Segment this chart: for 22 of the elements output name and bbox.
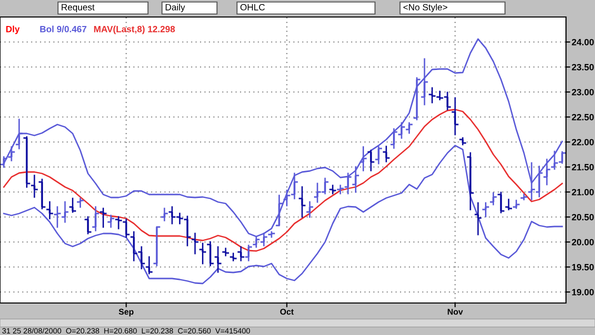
y-tick-label: 19.50 [572,264,594,270]
y-tick-label: 21.00 [572,188,594,196]
text: Bol 9/0.467 [40,26,86,32]
y-tick-label: 20.50 [572,214,594,220]
y-tick-label: 20.00 [572,238,594,246]
x-tick-label: Nov [448,308,463,315]
text: Dly [6,26,20,34]
y-tick-label: 23.00 [572,88,594,96]
x-tick-label: Sep [118,308,134,316]
y-tick-label: 22.50 [572,114,594,120]
y-tick-label: 21.50 [572,164,594,170]
x-tick-label: Oct [280,308,294,315]
y-tick-label: 19.00 [572,288,594,296]
text: Request [62,4,95,12]
text: Daily [166,4,186,12]
y-tick-label: 24.00 [572,38,594,46]
text: MAV(Last,8) 12.298 [94,26,175,34]
y-tick-label: 22.00 [572,138,594,146]
text: OHLC [240,4,265,10]
text: <No Style> [403,4,448,12]
line-series [3,144,563,284]
y-tick-label: 23.50 [572,64,594,70]
